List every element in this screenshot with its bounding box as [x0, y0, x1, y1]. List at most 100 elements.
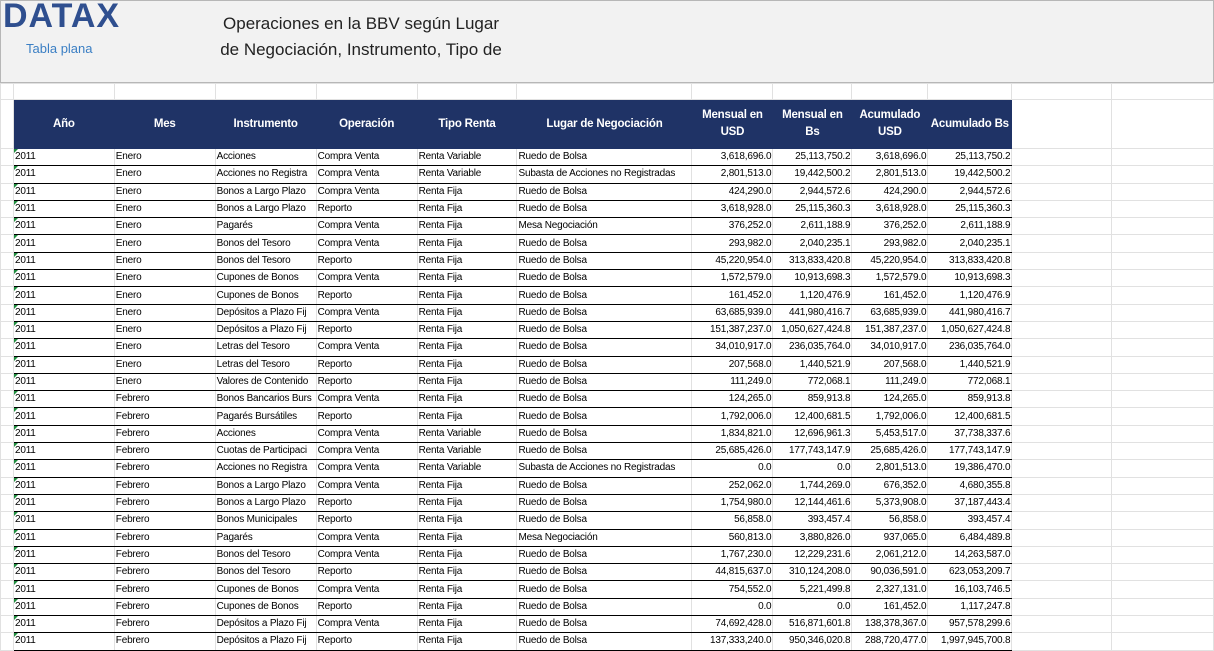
cell — [0, 390, 14, 409]
cell: Compra Venta — [315, 459, 418, 478]
cell: 56,858.0 — [851, 511, 929, 530]
cell: Compra Venta — [315, 442, 418, 461]
cell: 441,980,416.7 — [772, 303, 853, 322]
cell: Ruedo de Bolsa — [516, 147, 693, 167]
cell: 25,115,360.3 — [772, 199, 853, 219]
cell — [1011, 545, 1113, 565]
cell: Cupones de Bonos — [214, 269, 317, 288]
cell: 4,680,355.8 — [927, 476, 1013, 495]
cell: Mesa Negociación — [516, 217, 693, 236]
cell — [1011, 424, 1113, 444]
cell: 2,611,188.9 — [927, 217, 1013, 236]
cell — [1111, 99, 1214, 149]
cell: 34,010,917.0 — [691, 338, 774, 357]
cell: 63,685,939.0 — [851, 303, 929, 322]
cell: Enero — [113, 165, 216, 184]
cell — [214, 83, 317, 100]
cell: Compra Venta — [315, 615, 418, 634]
data-row: 2011 Enero Bonos del Tesoro Compra Venta Ren… — [0, 234, 1214, 253]
cell: 1,117,247.8 — [927, 597, 1013, 617]
cell: 2011 — [12, 528, 115, 547]
cell: Acciones — [214, 424, 317, 444]
cell: Compra Venta — [315, 182, 418, 201]
cell: 25,115,360.3 — [927, 199, 1013, 219]
cell: Bonos a Largo Plazo — [214, 476, 317, 495]
header-row: Año Mes Instrumento Operación Tipo Renta Luga… — [0, 99, 1214, 149]
cell: 754,552.0 — [691, 580, 774, 599]
cell — [0, 217, 14, 236]
cell: Ruedo de Bolsa — [516, 355, 693, 374]
data-row: 2011 Febrero Bonos a Largo Plazo Compra Ven… — [0, 476, 1214, 495]
cell: Ruedo de Bolsa — [516, 303, 693, 322]
cell — [1011, 390, 1113, 409]
cell: 2011 — [12, 597, 115, 617]
data-row: 2011 Enero Bonos del Tesoro Reporto Renta Fi… — [0, 251, 1214, 271]
cell — [1111, 372, 1214, 392]
cell: 63,685,939.0 — [691, 303, 774, 322]
cell — [1111, 303, 1214, 322]
cell: 313,833,420.8 — [772, 251, 853, 271]
cell — [1011, 269, 1113, 288]
cell — [1111, 476, 1214, 495]
cell: 161,452.0 — [851, 286, 929, 305]
cell: 74,692,428.0 — [691, 615, 774, 634]
cell: 2011 — [12, 355, 115, 374]
cell: Letras del Tesoro — [214, 338, 317, 357]
cell: Compra Venta — [315, 234, 418, 253]
cell: 2011 — [12, 372, 115, 392]
data-row: 2011 Enero Pagarés Compra Venta Renta Fija Me… — [0, 217, 1214, 236]
data-row: 2011 Febrero Bonos del Tesoro Reporto Renta … — [0, 563, 1214, 582]
cell: Ruedo de Bolsa — [516, 372, 693, 392]
cell: 111,249.0 — [691, 372, 774, 392]
cell — [1011, 528, 1113, 547]
cell: 2,944,572.6 — [772, 182, 853, 201]
cell: 177,743,147.9 — [772, 442, 853, 461]
cell — [1111, 563, 1214, 582]
cell: 859,913.8 — [772, 390, 853, 409]
cell: Febrero — [113, 563, 216, 582]
title: Operaciones en la BBV según Lugar de Neg… — [211, 11, 511, 63]
cell: Bonos a Largo Plazo — [214, 182, 317, 201]
cell: 772,068.1 — [772, 372, 853, 392]
cell — [0, 424, 14, 444]
cell: Ruedo de Bolsa — [516, 269, 693, 288]
cell — [0, 372, 14, 392]
cell — [1111, 424, 1214, 444]
cell — [1011, 217, 1113, 236]
cell: Bonos Municipales — [214, 511, 317, 530]
cell: 2011 — [12, 476, 115, 495]
cell: Compra Venta — [315, 217, 418, 236]
cell — [0, 615, 14, 634]
data-row: 2011 Enero Valores de Contenido Reporto Rent… — [0, 372, 1214, 392]
cell — [0, 182, 14, 201]
cell: Compra Venta — [315, 269, 418, 288]
cell — [0, 234, 14, 253]
cell: Compra Venta — [315, 390, 418, 409]
cell — [0, 511, 14, 530]
cell — [0, 320, 14, 340]
row — [0, 83, 1214, 100]
cell: 2011 — [12, 269, 115, 288]
cell: 2011 — [12, 407, 115, 426]
cell: 90,036,591.0 — [851, 563, 929, 582]
cell — [1011, 442, 1113, 461]
cell: 2011 — [12, 338, 115, 357]
cell: Ruedo de Bolsa — [516, 234, 693, 253]
cell — [0, 407, 14, 426]
cell: Ruedo de Bolsa — [516, 545, 693, 565]
cell: Bonos a Largo Plazo — [214, 493, 317, 513]
cell — [1011, 99, 1113, 149]
cell: Ruedo de Bolsa — [516, 563, 693, 582]
cell: Febrero — [113, 493, 216, 513]
cell: 2,040,235.1 — [927, 234, 1013, 253]
cell: Ruedo de Bolsa — [516, 580, 693, 599]
cell — [516, 83, 693, 100]
cell: 5,453,517.0 — [851, 424, 929, 444]
cell — [0, 269, 14, 288]
cell: 45,220,954.0 — [851, 251, 929, 271]
cell — [1011, 615, 1113, 634]
cell: 2011 — [12, 320, 115, 340]
cell: 957,578,299.6 — [927, 615, 1013, 634]
cell — [1111, 580, 1214, 599]
cell: 859,913.8 — [927, 390, 1013, 409]
